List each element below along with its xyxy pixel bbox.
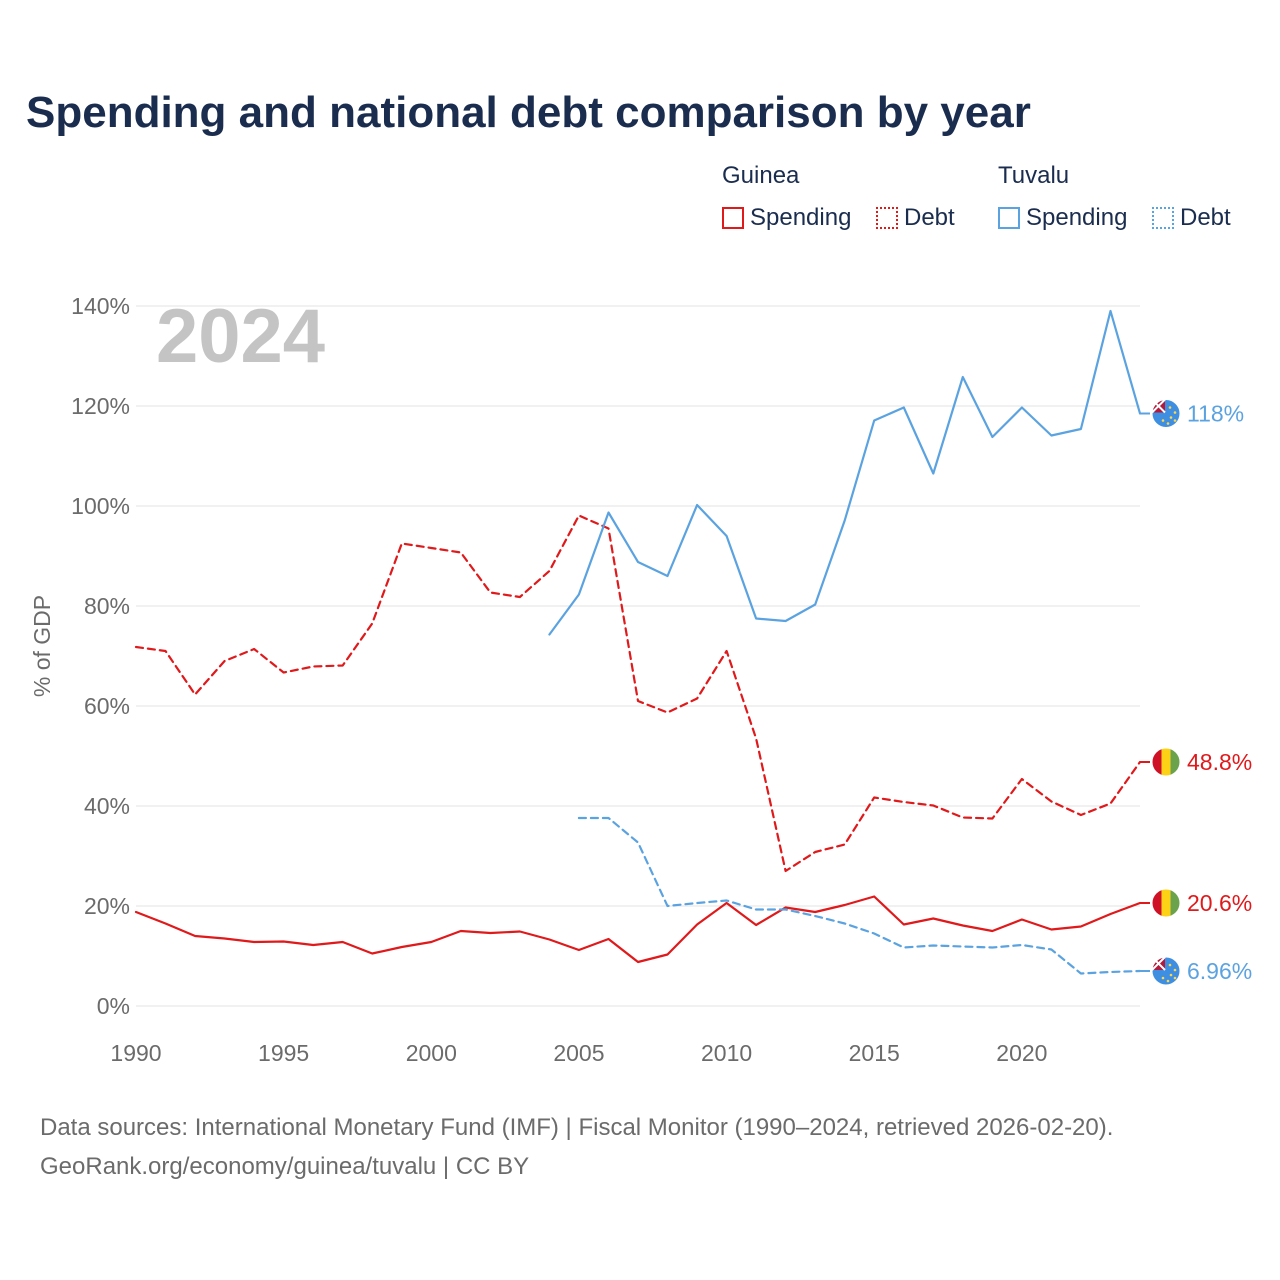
chart-title: Spending and national debt comparison by… [26,88,1031,137]
flag-stripe-red [1152,748,1162,776]
legend-item-label: Spending [1026,204,1128,231]
data-sources-text: Data sources: International Monetary Fun… [40,1114,1114,1141]
x-tick-label: 2015 [849,1040,900,1066]
y-tick-label: 60% [84,693,130,719]
flag-stripe-red [1152,889,1162,917]
flag-star [1166,979,1170,983]
series-line-guinea-debt [134,514,1142,873]
flag-stripe-yellow [1161,748,1171,776]
legend-item-label: Spending [750,204,852,231]
legend-swatch-dotted-icon [1152,207,1174,229]
flag-ring [1151,888,1181,918]
flag-clip-group [1152,399,1180,428]
flag-star [1161,419,1165,422]
y-tick-label: 20% [84,893,130,919]
y-tick-label: 80% [84,593,130,619]
legend-item-guinea-debt[interactable]: Debt [876,204,955,232]
flag-clip-group [1152,748,1180,776]
x-tick-label: 1990 [110,1040,161,1066]
attribution-text[interactable]: GeoRank.org/economy/guinea/tuvalu | CC B… [40,1153,530,1180]
flag-star [1173,976,1177,980]
flag-stripe-yellow [1161,889,1171,917]
axes: 0% 20% 40% 60% 80% 100% 120% 140% 1990 1995 2000 20… [71,293,1047,1066]
flag-star [1161,976,1165,980]
series-line-guinea-spending [134,895,1142,964]
end-value-label: 20.6% [1187,890,1252,916]
series-line-tuvalu-spending [548,309,1142,636]
legend-group-title: Tuvalu [998,162,1070,189]
flag-ring [1151,956,1181,986]
flag-star [1166,422,1170,425]
flag-stripe-green [1170,889,1180,917]
legend-item-label: Debt [1180,204,1231,231]
y-axis-title: % of GDP [29,595,55,697]
legend-item-guinea-spending[interactable]: Spending [722,204,851,232]
legend-group-title: Guinea [722,162,800,189]
x-tick-label: 2000 [406,1040,457,1066]
tuvalu-flag-icon [1151,956,1181,986]
flag-star [1173,411,1177,414]
x-tick-label: 2020 [996,1040,1047,1066]
series-line-tuvalu-debt [577,816,1142,975]
flag-star [1168,963,1172,967]
y-tick-label: 40% [84,793,130,819]
x-tick-label: 2010 [701,1040,752,1066]
year-watermark: 2024 [156,294,325,379]
x-tick-label: 1995 [258,1040,309,1066]
y-tick-label: 0% [97,993,130,1019]
flag-star [1173,419,1177,422]
flag-star [1169,973,1173,977]
guinea-flag-icon [1151,747,1181,777]
flag-star [1168,406,1172,409]
flag-ring [1151,747,1181,777]
legend-item-tuvalu-spending[interactable]: Spending [998,204,1127,232]
flag-star [1173,968,1177,972]
flag-stripe-green [1170,748,1180,776]
x-tick-label: 2005 [553,1040,604,1066]
flag-star [1169,416,1173,419]
legend-swatch-solid-icon [722,207,744,229]
series-lines [134,309,1142,975]
legend-item-tuvalu-debt[interactable]: Debt [1152,204,1231,232]
y-tick-label: 120% [71,393,130,419]
y-tick-label: 140% [71,293,130,319]
legend-item-label: Debt [904,204,955,231]
legend-swatch-dotted-icon [876,207,898,229]
flag-clip-group [1152,957,1180,985]
flag-ring [1151,399,1181,428]
grid-lines [136,305,1140,1007]
footer: Data sources: International Monetary Fun… [40,1108,1113,1186]
end-value-label: 48.8% [1187,749,1252,775]
end-labels: 48.8% 20.6% 118% 6.96% [1140,399,1252,986]
end-value-label: 6.96% [1187,958,1252,984]
tuvalu-flag-icon [1151,399,1181,428]
legend-swatch-solid-icon [998,207,1020,229]
y-tick-label: 100% [71,493,130,519]
end-value-label: 118% [1187,401,1244,427]
guinea-flag-icon [1151,888,1181,918]
flag-clip-group [1152,889,1180,917]
